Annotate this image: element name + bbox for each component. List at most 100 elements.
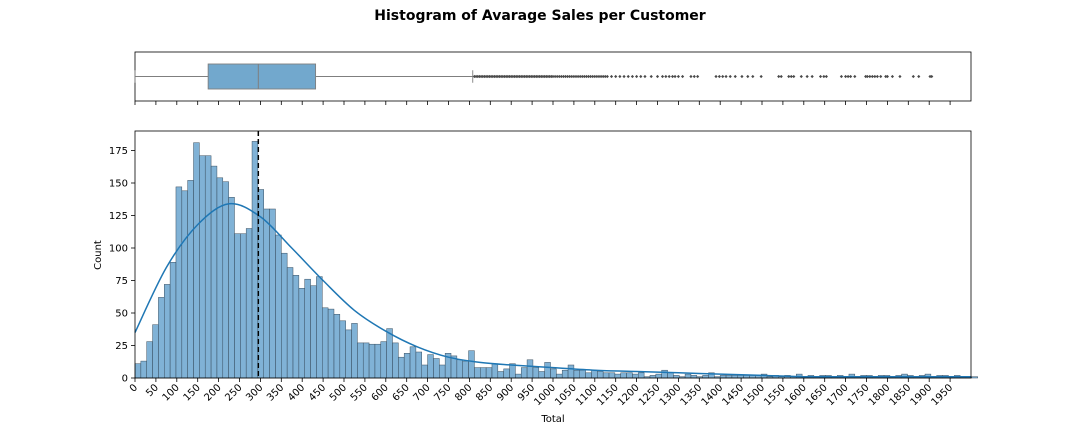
x-tick-label: 650: [391, 382, 412, 403]
boxplot-outlier: [787, 74, 791, 79]
boxplot-outlier: [584, 74, 589, 79]
histogram-bar: [561, 369, 569, 379]
histogram-bar: [638, 372, 645, 379]
boxplot-outlier: [482, 74, 487, 79]
boxplot-outlier: [655, 74, 660, 79]
boxplot-outlier: [561, 74, 566, 79]
boxplot-outlier: [527, 74, 532, 79]
boxplot-outlier: [635, 74, 639, 79]
histogram-bar: [474, 367, 481, 379]
boxplot-outlier: [873, 74, 877, 79]
boxplot-outlier: [504, 74, 508, 79]
x-tick-label: 850: [474, 382, 495, 403]
boxplot-outlier: [555, 74, 559, 79]
histogram-bar: [602, 372, 610, 379]
histogram-bar: [187, 180, 194, 379]
histogram-bar: [462, 360, 469, 379]
boxplot-outlier: [733, 74, 737, 79]
histogram-bar: [134, 363, 142, 379]
histogram-bar: [199, 155, 206, 379]
boxplot-outlier: [626, 74, 630, 79]
histogram-bar: [140, 360, 147, 379]
boxplot-outlier: [664, 74, 668, 79]
histogram-bar: [421, 364, 428, 379]
y-axis-label: Count: [93, 240, 104, 270]
histogram-bar: [193, 142, 200, 379]
boxplot-outlier: [522, 74, 527, 79]
x-tick-label: 1850: [888, 382, 914, 408]
y-tick-label: 150: [109, 179, 128, 190]
x-tick-label: 150: [182, 382, 203, 403]
boxplot-outlier: [890, 74, 895, 79]
boxplot-outlier: [529, 74, 533, 79]
boxplot-outlier: [605, 74, 609, 79]
y-tick-label: 100: [109, 244, 128, 255]
histogram-bar: [275, 234, 282, 379]
x-tick-label: 600: [370, 382, 391, 403]
y-tick-label: 75: [115, 276, 128, 287]
histogram-bar: [497, 371, 504, 379]
histogram-bar: [234, 233, 241, 379]
chart-title: Histogram of Avarage Sales per Customer: [374, 8, 706, 24]
histogram-bar: [433, 358, 440, 379]
x-tick-label: 1500: [741, 382, 767, 408]
histogram-bar: [661, 369, 668, 379]
boxplot-outlier: [477, 74, 482, 79]
boxplot-outlier: [574, 74, 578, 79]
histogram-bar: [169, 262, 177, 379]
boxplot-outlier: [630, 74, 635, 79]
histogram-bar: [632, 373, 639, 379]
histogram-bar: [409, 346, 417, 379]
boxplot-outlier: [822, 74, 826, 79]
boxplot-outlier: [553, 74, 557, 79]
boxplot-outlier: [580, 74, 584, 79]
histogram-bar: [515, 373, 522, 379]
boxplot-outlier: [692, 74, 696, 79]
boxplot-outlier: [524, 74, 528, 79]
histogram-bar: [316, 276, 323, 379]
boxplot-outlier: [779, 74, 783, 79]
boxplot-outlier: [481, 74, 485, 79]
boxplot-outlier: [476, 74, 480, 79]
boxplot-outlier: [930, 74, 934, 79]
x-tick-label: 550: [349, 382, 370, 403]
boxplot-outlier: [526, 74, 530, 79]
histogram-bar: [398, 356, 405, 379]
histogram-bar: [585, 372, 592, 379]
boxplot-outlier: [724, 74, 728, 79]
boxplot-outlier: [599, 74, 603, 79]
boxplot-outlier: [517, 74, 522, 79]
boxplot-outlier: [570, 74, 574, 79]
histogram-bar: [550, 368, 557, 379]
histogram-bar: [245, 228, 253, 379]
boxplot-outlier: [810, 74, 814, 79]
boxplot-outlier: [643, 74, 647, 79]
histogram-bar: [339, 320, 346, 379]
x-tick-label: 1600: [783, 382, 809, 408]
boxplot-outlier: [538, 74, 542, 79]
boxplot-outlier: [589, 74, 593, 79]
boxplot-outlier: [543, 74, 547, 79]
boxplot-outlier: [911, 74, 915, 79]
boxplot-outlier: [818, 74, 823, 79]
histogram-bar: [357, 342, 364, 379]
boxplot-outlier: [491, 74, 495, 79]
x-tick-label: 1200: [616, 382, 642, 408]
boxplot-outlier: [521, 74, 525, 79]
histogram-bar: [281, 252, 288, 379]
boxplot-outlier: [864, 74, 868, 79]
boxplot-outlier: [601, 74, 605, 79]
boxplot-outlier: [696, 74, 700, 79]
histogram-bar: [503, 368, 510, 379]
boxplot-outlier: [536, 74, 540, 79]
histogram-bar: [556, 373, 563, 379]
boxplot-outlier: [660, 74, 665, 79]
histogram-bar: [392, 342, 399, 379]
boxplot-outlier: [566, 74, 570, 79]
boxplot-outlier: [649, 74, 653, 79]
histogram-bar: [292, 275, 300, 379]
boxplot-outlier: [746, 74, 750, 79]
x-tick-label: 250: [223, 382, 244, 403]
x-tick-label: 300: [244, 382, 265, 403]
